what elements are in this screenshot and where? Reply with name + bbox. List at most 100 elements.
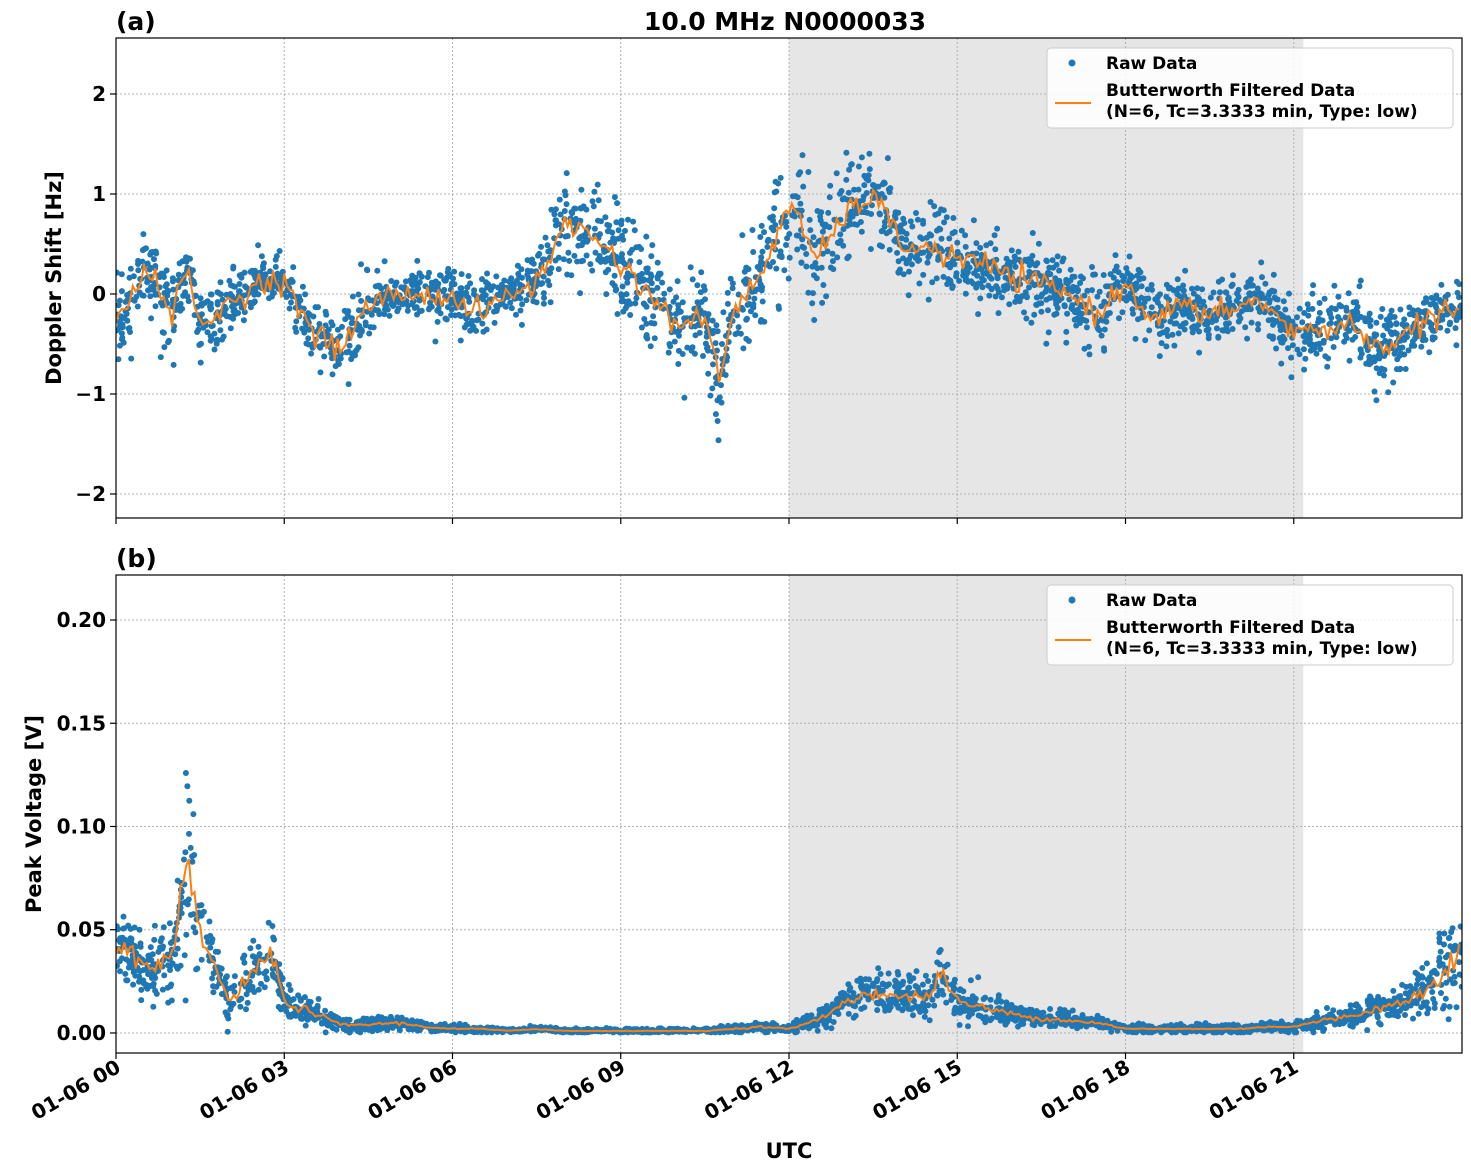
raw-data-point xyxy=(540,273,547,280)
raw-data-point xyxy=(618,217,625,224)
raw-data-point xyxy=(446,273,453,280)
raw-data-point xyxy=(786,231,793,237)
raw-data-point xyxy=(826,194,833,201)
raw-data-point xyxy=(913,210,919,216)
raw-data-point xyxy=(1061,303,1068,310)
raw-data-point xyxy=(204,298,211,305)
raw-data-point xyxy=(443,316,450,323)
raw-data-point xyxy=(799,152,806,159)
raw-data-point xyxy=(308,350,315,357)
raw-data-point xyxy=(194,965,201,972)
raw-data-point xyxy=(759,298,766,305)
raw-data-point xyxy=(1015,248,1022,255)
raw-data-point xyxy=(196,342,203,348)
raw-data-point xyxy=(322,1029,329,1036)
raw-data-point xyxy=(255,242,262,249)
raw-data-point xyxy=(783,223,790,230)
raw-data-point xyxy=(167,983,174,990)
raw-data-point xyxy=(846,166,853,173)
raw-data-point xyxy=(381,311,388,318)
raw-data-point xyxy=(1317,346,1324,352)
raw-data-point xyxy=(602,269,609,276)
raw-data-point xyxy=(530,260,537,267)
raw-data-point xyxy=(675,361,682,367)
raw-data-point xyxy=(1304,301,1311,308)
raw-data-point xyxy=(231,973,238,980)
raw-data-point xyxy=(272,256,279,263)
raw-data-point xyxy=(1025,256,1032,263)
raw-data-point xyxy=(333,1026,340,1033)
raw-data-point xyxy=(895,269,902,276)
raw-data-point xyxy=(963,276,970,282)
raw-data-point xyxy=(557,211,564,218)
raw-data-point xyxy=(120,913,127,920)
raw-data-point xyxy=(583,252,590,259)
raw-data-point xyxy=(834,239,841,246)
raw-data-point xyxy=(742,280,749,287)
raw-data-point xyxy=(1286,290,1292,297)
raw-data-point xyxy=(517,307,524,314)
raw-data-point xyxy=(494,304,501,311)
raw-data-point xyxy=(1064,310,1071,317)
raw-data-point xyxy=(1138,314,1145,321)
raw-data-point xyxy=(1209,319,1215,325)
raw-data-point xyxy=(1163,343,1170,350)
raw-data-point xyxy=(781,267,788,274)
raw-data-point xyxy=(881,219,888,225)
raw-data-point xyxy=(414,257,421,264)
raw-data-point xyxy=(519,301,526,308)
raw-data-point xyxy=(448,306,455,313)
raw-data-point xyxy=(470,323,477,330)
raw-data-point xyxy=(1096,1023,1103,1030)
raw-data-point xyxy=(150,1003,157,1010)
raw-data-point xyxy=(866,166,873,173)
raw-data-point xyxy=(1254,285,1261,292)
raw-data-point xyxy=(552,206,559,213)
raw-data-point xyxy=(367,1026,374,1033)
raw-data-point xyxy=(940,207,947,214)
raw-data-point xyxy=(666,286,673,293)
raw-data-point xyxy=(843,149,850,156)
raw-data-point xyxy=(807,227,814,234)
raw-data-point xyxy=(230,283,237,290)
raw-data-point xyxy=(1054,253,1061,260)
raw-data-point xyxy=(1330,344,1337,350)
raw-data-point xyxy=(1177,323,1184,330)
raw-data-point xyxy=(1367,359,1374,366)
raw-data-point xyxy=(874,976,881,983)
raw-data-point xyxy=(288,278,295,285)
raw-data-point xyxy=(1047,1006,1054,1012)
raw-data-point xyxy=(362,322,369,329)
raw-data-point xyxy=(148,315,155,322)
raw-data-point xyxy=(1175,330,1182,337)
raw-data-point xyxy=(181,952,188,959)
raw-data-point xyxy=(1419,337,1426,344)
raw-data-series xyxy=(116,149,1462,444)
raw-data-point xyxy=(151,922,158,929)
raw-data-point xyxy=(116,958,123,965)
raw-data-point xyxy=(709,385,716,392)
raw-data-point xyxy=(578,205,585,212)
raw-data-point xyxy=(536,250,543,257)
x-tick-label: 01-06 03 xyxy=(195,1055,293,1125)
raw-data-point xyxy=(1294,314,1300,321)
raw-data-point xyxy=(795,232,802,239)
raw-data-point xyxy=(1034,260,1041,267)
raw-data-point xyxy=(1156,331,1163,337)
raw-data-point xyxy=(1449,925,1456,932)
filtered-data-line xyxy=(116,187,1460,384)
raw-data-point xyxy=(290,264,297,271)
raw-data-point xyxy=(810,290,816,297)
legend-raw-marker xyxy=(1068,59,1076,67)
raw-data-point xyxy=(293,318,300,325)
raw-data-point xyxy=(879,227,886,234)
raw-data-point xyxy=(650,313,657,320)
raw-data-point xyxy=(649,242,656,249)
raw-data-point xyxy=(119,334,126,341)
raw-data-point xyxy=(700,283,707,290)
raw-data-point xyxy=(758,317,765,323)
raw-data-point xyxy=(792,193,799,200)
raw-data-point xyxy=(501,277,508,284)
raw-data-point xyxy=(1302,355,1309,362)
raw-data-point xyxy=(1456,281,1462,288)
